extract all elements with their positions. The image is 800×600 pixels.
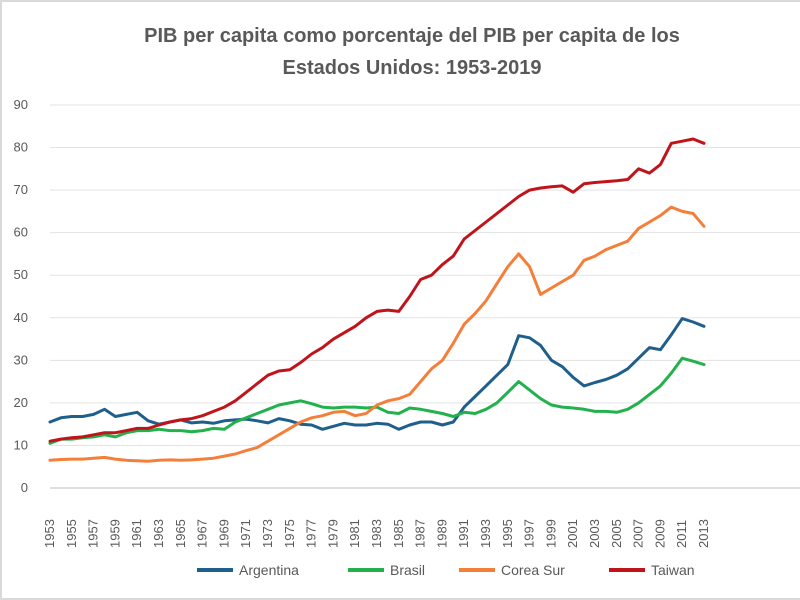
legend-swatch-corea-sur xyxy=(459,568,495,572)
x-tick-label-1953: 1953 xyxy=(42,519,57,548)
x-tick-label-1967: 1967 xyxy=(195,519,210,548)
x-tick-label-1987: 1987 xyxy=(413,519,428,548)
x-tick-label-1977: 1977 xyxy=(304,519,319,548)
x-tick-label-1979: 1979 xyxy=(325,519,340,548)
y-tick-label-20: 20 xyxy=(14,395,28,410)
x-tick-label-2009: 2009 xyxy=(652,519,667,548)
y-tick-label-30: 30 xyxy=(14,352,28,367)
legend-item-brasil[interactable]: Brasil xyxy=(348,562,425,578)
legend: Argentina Brasil Corea Sur Taiwan xyxy=(2,562,800,584)
series-line-brasil[interactable] xyxy=(48,356,706,445)
y-tick-label-60: 60 xyxy=(14,225,28,240)
legend-swatch-argentina xyxy=(197,568,233,572)
x-tick-label-1985: 1985 xyxy=(391,519,406,548)
x-tick-label-1997: 1997 xyxy=(522,519,537,548)
x-tick-label-1983: 1983 xyxy=(369,519,384,548)
line-chart: 0 10 20 30 40 50 60 70 80 90 1953 1955 1957 1959 1961… xyxy=(14,97,800,548)
gridlines xyxy=(50,104,800,489)
legend-label-taiwan: Taiwan xyxy=(651,562,695,578)
x-tick-label-1971: 1971 xyxy=(238,519,253,548)
chart-title: PIB per capita como porcentaje del PIB p… xyxy=(82,20,742,84)
chart-title-line-1: PIB per capita como porcentaje del PIB p… xyxy=(144,25,680,47)
series-line-corea-sur[interactable] xyxy=(48,205,706,463)
legend-swatch-taiwan xyxy=(609,568,645,572)
x-tick-label-1963: 1963 xyxy=(151,519,166,548)
x-tick-label-1991: 1991 xyxy=(456,519,471,548)
x-tick-label-1989: 1989 xyxy=(434,519,449,548)
y-tick-label-10: 10 xyxy=(14,437,28,452)
legend-swatch-brasil xyxy=(348,568,384,572)
x-tick-label-2007: 2007 xyxy=(631,519,646,548)
x-tick-label-2005: 2005 xyxy=(609,519,624,548)
x-tick-label-2011: 2011 xyxy=(674,520,689,548)
x-tick-label-1981: 1981 xyxy=(347,519,362,548)
y-tick-label-0: 0 xyxy=(21,480,28,495)
legend-item-argentina[interactable]: Argentina xyxy=(197,562,299,578)
legend-item-taiwan[interactable]: Taiwan xyxy=(609,562,695,578)
x-tick-label-2013: 2013 xyxy=(696,519,711,548)
x-tick-label-1999: 1999 xyxy=(543,519,558,548)
x-tick-label-1969: 1969 xyxy=(216,519,231,548)
x-tick-label-2003: 2003 xyxy=(587,519,602,548)
x-tick-label-2001: 2001 xyxy=(565,519,580,548)
legend-item-corea-sur[interactable]: Corea Sur xyxy=(459,562,565,578)
legend-label-corea-sur: Corea Sur xyxy=(501,562,565,578)
x-tick-label-1955: 1955 xyxy=(64,519,79,548)
y-tick-label-50: 50 xyxy=(14,267,28,282)
y-tick-label-90: 90 xyxy=(14,97,28,112)
x-tick-label-1957: 1957 xyxy=(86,519,101,548)
chart-title-line-2: Estados Unidos: 1953-2019 xyxy=(282,57,542,79)
y-tick-label-70: 70 xyxy=(14,182,28,197)
y-axis: 0 10 20 30 40 50 60 70 80 90 xyxy=(14,97,28,495)
x-tick-label-1959: 1959 xyxy=(107,519,122,548)
y-tick-label-80: 80 xyxy=(14,140,28,155)
x-tick-label-1973: 1973 xyxy=(260,519,275,548)
series-line-taiwan[interactable] xyxy=(48,137,706,443)
x-tick-label-1965: 1965 xyxy=(173,519,188,548)
x-tick-label-1993: 1993 xyxy=(478,519,493,548)
x-tick-label-1961: 1961 xyxy=(129,519,144,548)
series-lines xyxy=(48,137,706,463)
y-tick-label-40: 40 xyxy=(14,310,28,325)
x-axis: 1953 1955 1957 1959 1961 1963 1965 1967 1969 1971… xyxy=(42,519,711,548)
legend-label-argentina: Argentina xyxy=(239,562,299,578)
x-tick-label-1995: 1995 xyxy=(500,519,515,548)
x-tick-label-1975: 1975 xyxy=(282,519,297,548)
legend-label-brasil: Brasil xyxy=(390,562,426,578)
